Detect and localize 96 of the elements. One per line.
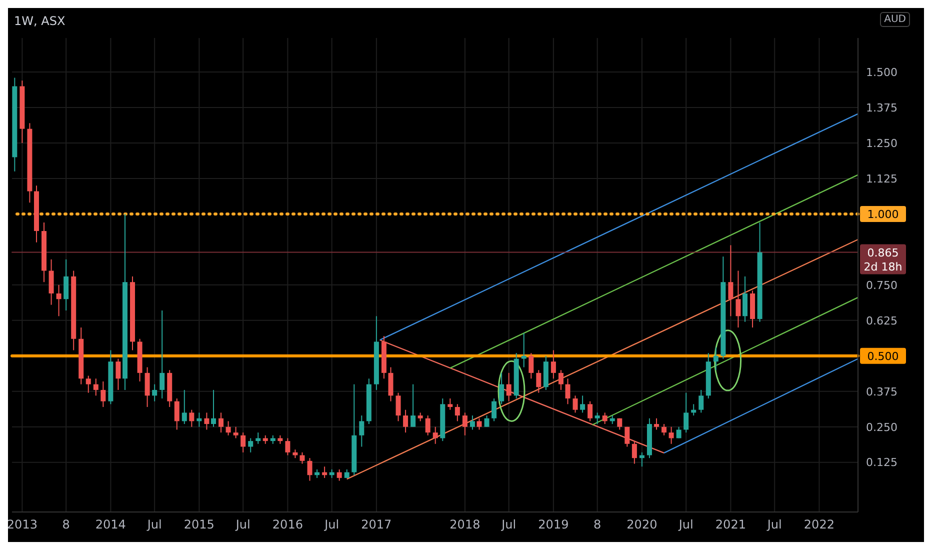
y-tick-label: 1.375	[866, 101, 898, 114]
candlestick	[182, 389, 187, 425]
x-tick-label: 2019	[538, 518, 569, 532]
x-tick-label: Jul	[324, 518, 340, 532]
candlestick	[713, 346, 718, 371]
candlestick	[565, 378, 570, 405]
x-tick-label: Jul	[146, 518, 162, 532]
x-tick-label: 2017	[361, 518, 392, 532]
y-tick-label: 0.250	[866, 420, 898, 434]
candlestick	[64, 258, 69, 311]
y-axis-title: AUD	[880, 12, 910, 27]
ref-line-label: 1.000	[867, 208, 899, 221]
text: 2d 18h	[864, 260, 902, 274]
candlestick	[160, 310, 165, 399]
x-tick-label: Jul	[766, 518, 782, 532]
x-tick-label: Jul	[234, 518, 250, 532]
candlestick	[499, 372, 504, 405]
candlestick	[594, 412, 600, 425]
candlestick	[152, 384, 158, 402]
candlestick	[218, 412, 224, 434]
candlestick	[285, 438, 290, 456]
x-tick-label: 8	[62, 518, 70, 532]
candlestick	[684, 392, 689, 434]
candlestick	[211, 389, 216, 428]
candlestick	[632, 440, 637, 464]
candlestick	[448, 398, 453, 410]
candlestick	[580, 395, 586, 414]
x-tick-label: 2022	[804, 518, 834, 532]
candlestick	[248, 438, 254, 453]
candlestick	[336, 468, 342, 482]
y-tick-label: 0.625	[866, 314, 898, 328]
y-tick-label: 0.750	[866, 278, 898, 292]
candlestick	[506, 372, 512, 402]
x-tick-label: 8	[594, 518, 602, 532]
x-tick-label: 2018	[450, 518, 480, 532]
candlestick	[396, 392, 401, 422]
candlestick	[144, 366, 150, 408]
candlestick	[307, 458, 312, 482]
candlestick	[204, 412, 210, 430]
candlestick	[624, 426, 630, 448]
y-tick-label: 1.125	[866, 172, 898, 186]
chart-title: 1W, ASX	[14, 14, 66, 28]
x-tick-label: 2020	[626, 518, 658, 532]
candlestick	[550, 350, 556, 380]
candlestick	[698, 389, 704, 414]
y-tick-label: 1.500	[866, 66, 898, 79]
candlestick	[359, 414, 364, 448]
candlestick	[48, 258, 54, 306]
candlestick	[226, 420, 231, 436]
y-tick-label: 1.250	[866, 136, 898, 150]
y-tick-label: 0.125	[866, 456, 898, 470]
candlestick	[432, 426, 438, 444]
candlestick	[536, 370, 542, 394]
ref-line-label: 0.500	[867, 350, 899, 363]
candlestick	[403, 409, 408, 434]
candlestick	[86, 375, 91, 394]
candlestick	[484, 414, 490, 428]
candlestick	[174, 398, 180, 430]
candlestick	[93, 378, 98, 396]
candlestick	[100, 380, 106, 408]
x-tick-label: 2014	[95, 518, 126, 532]
candlestick	[476, 418, 482, 430]
candlestick	[662, 424, 667, 436]
x-tick-label: 2013	[6, 518, 38, 532]
candlestick	[233, 426, 238, 439]
candlestick	[454, 404, 460, 422]
candlestick	[425, 414, 430, 436]
candlestick	[602, 412, 608, 425]
x-tick-label: Jul	[500, 518, 516, 532]
candlestick	[388, 366, 394, 402]
candlestick	[728, 244, 734, 317]
x-tick-label: 2021	[715, 518, 746, 532]
candlestick	[462, 412, 468, 436]
candlestick	[189, 409, 194, 428]
candlestick	[639, 452, 644, 468]
candlestick	[300, 452, 305, 464]
candlestick	[240, 432, 246, 453]
x-tick-label: Jul	[678, 518, 694, 532]
ref-line-label: 0.865	[867, 246, 899, 260]
candlestick	[654, 418, 659, 430]
candlestick	[742, 276, 748, 322]
candlestick	[736, 270, 741, 328]
candlestick	[256, 432, 261, 444]
candlestick	[668, 426, 674, 444]
candlestick	[410, 384, 416, 428]
x-tick-label: 2015	[184, 518, 214, 532]
candlestick	[56, 284, 62, 317]
candlestick	[528, 352, 534, 380]
candlestick	[470, 414, 475, 430]
candlestick	[572, 395, 578, 414]
candlestick	[492, 398, 497, 422]
candlestick	[558, 370, 564, 390]
candlestick	[116, 358, 121, 390]
candlestick	[588, 400, 593, 422]
x-tick-label: 2016	[272, 518, 303, 532]
y-tick-label: 0.375	[866, 385, 898, 398]
